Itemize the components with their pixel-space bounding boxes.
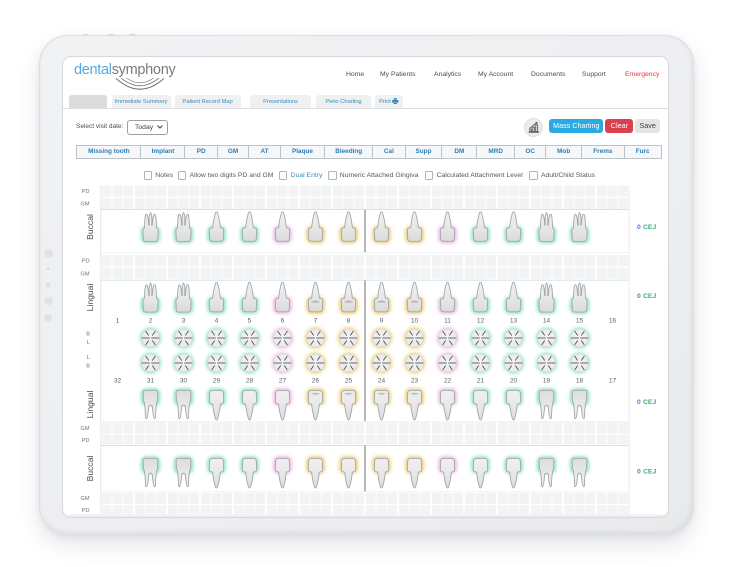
svg-text:2: 2 — [149, 317, 153, 324]
svg-text:29: 29 — [213, 378, 221, 385]
svg-text:8: 8 — [347, 317, 351, 324]
svg-text:32: 32 — [114, 378, 122, 385]
svg-text:Lingual: Lingual — [85, 284, 95, 312]
svg-text:0: 0 — [637, 399, 641, 406]
svg-text:L: L — [87, 340, 90, 346]
svg-text:CEJ: CEJ — [643, 224, 656, 231]
svg-text:5: 5 — [248, 317, 252, 324]
svg-text:20: 20 — [510, 378, 518, 385]
svg-text:14: 14 — [543, 317, 551, 324]
svg-text:25: 25 — [345, 378, 353, 385]
svg-text:15: 15 — [576, 317, 584, 324]
svg-text:9: 9 — [380, 317, 384, 324]
svg-text:30: 30 — [180, 378, 188, 385]
svg-text:12: 12 — [477, 317, 485, 324]
svg-text:0: 0 — [637, 468, 641, 475]
svg-text:28: 28 — [246, 378, 254, 385]
svg-text:Buccal: Buccal — [85, 456, 95, 482]
svg-text:18: 18 — [576, 378, 584, 385]
svg-text:13: 13 — [510, 317, 518, 324]
svg-text:PD: PD — [82, 259, 90, 265]
svg-text:11: 11 — [444, 317, 451, 324]
svg-text:24: 24 — [378, 378, 386, 385]
svg-text:3: 3 — [182, 317, 186, 324]
svg-text:21: 21 — [477, 378, 485, 385]
svg-text:19: 19 — [543, 378, 551, 385]
svg-text:PD: PD — [82, 189, 90, 195]
svg-text:Lingual: Lingual — [85, 391, 95, 419]
svg-text:0: 0 — [637, 224, 641, 231]
svg-text:31: 31 — [147, 378, 155, 385]
svg-text:CEJ: CEJ — [643, 468, 656, 475]
svg-text:Buccal: Buccal — [85, 214, 95, 240]
svg-text:17: 17 — [609, 378, 617, 385]
svg-text:GM: GM — [80, 426, 89, 432]
svg-text:10: 10 — [411, 317, 419, 324]
svg-text:6: 6 — [281, 317, 285, 324]
svg-text:16: 16 — [609, 317, 617, 324]
svg-text:B: B — [86, 364, 90, 370]
svg-text:CEJ: CEJ — [643, 293, 656, 300]
svg-text:PD: PD — [82, 508, 90, 514]
svg-text:L: L — [87, 355, 90, 361]
svg-text:23: 23 — [411, 378, 419, 385]
svg-text:1: 1 — [116, 317, 120, 324]
svg-text:B: B — [86, 332, 90, 338]
svg-text:CEJ: CEJ — [643, 399, 656, 406]
svg-text:0: 0 — [637, 293, 641, 300]
svg-text:26: 26 — [312, 378, 320, 385]
svg-text:GM: GM — [80, 271, 89, 277]
svg-text:4: 4 — [215, 317, 219, 324]
svg-text:22: 22 — [444, 378, 452, 385]
svg-text:PD: PD — [82, 438, 90, 444]
svg-text:GM: GM — [80, 202, 89, 208]
svg-text:27: 27 — [279, 378, 287, 385]
svg-text:7: 7 — [314, 317, 318, 324]
svg-text:GM: GM — [80, 496, 89, 502]
